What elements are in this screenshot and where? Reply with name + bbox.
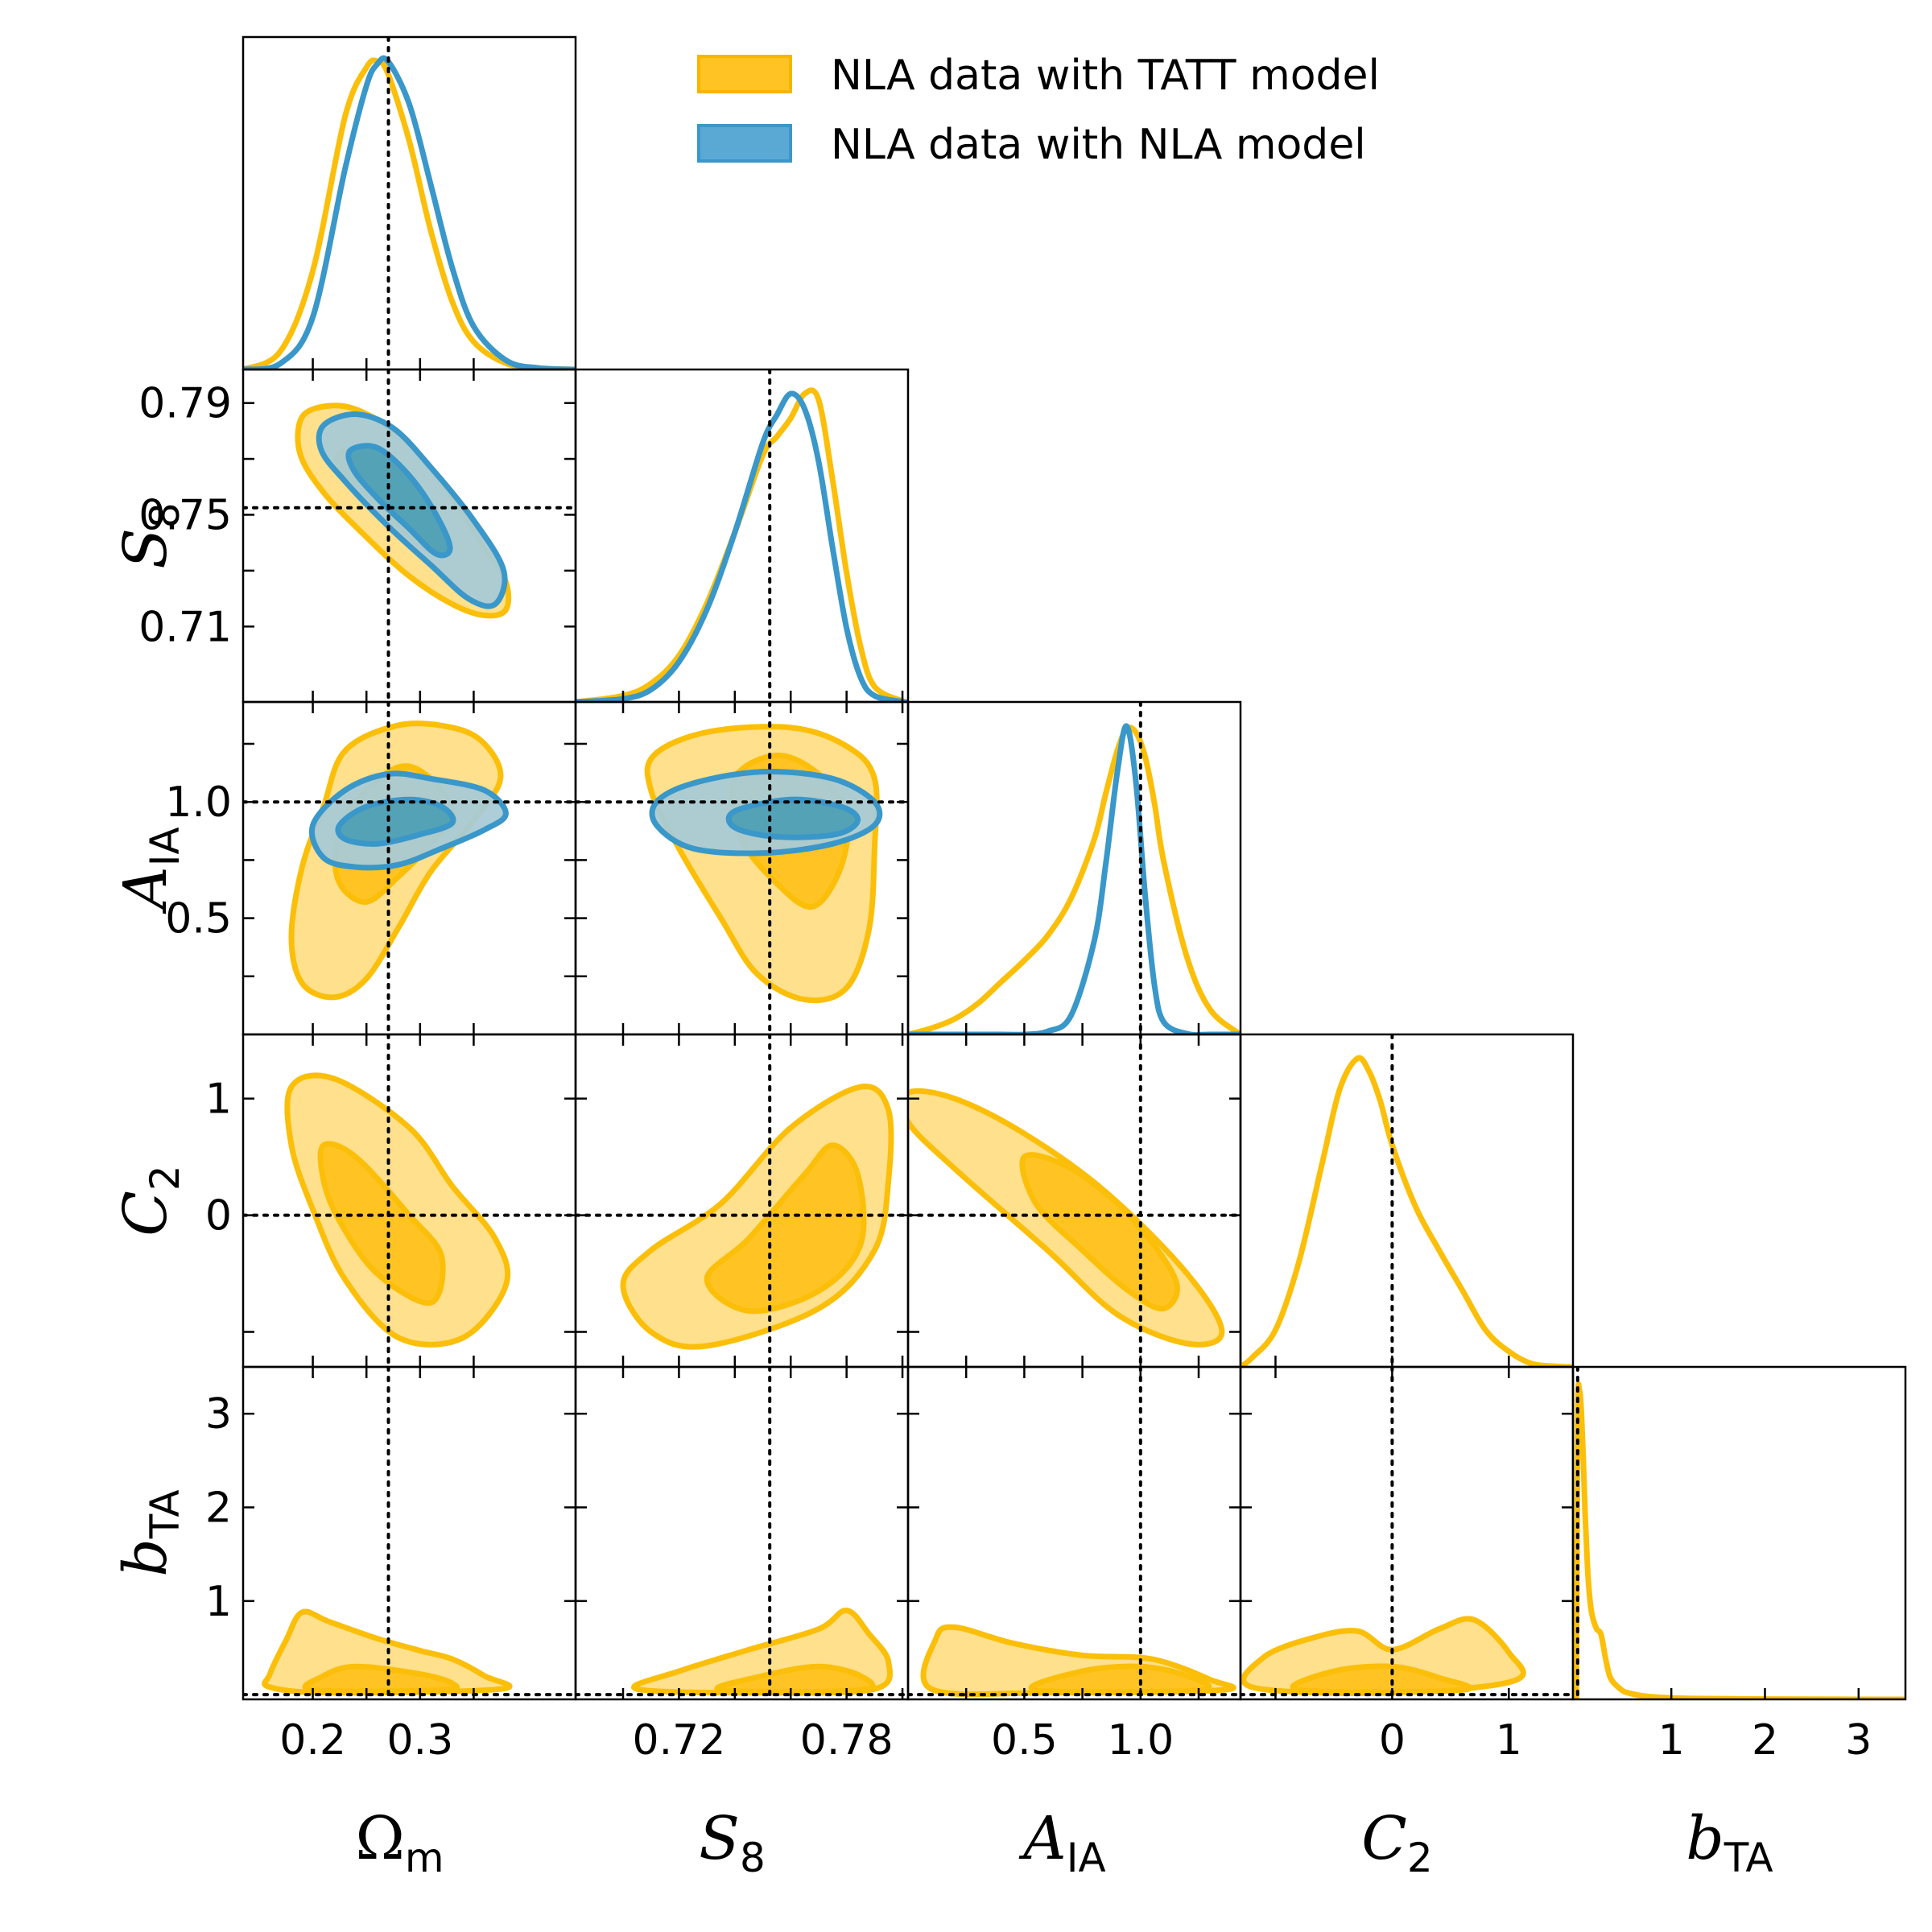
x-axis-label-c2: C2 (1361, 1804, 1432, 1881)
contour-nla-68-om-aia (335, 796, 456, 847)
y-tick-label-c2: 1 (205, 1075, 232, 1124)
panel-c2 (1239, 1033, 1575, 1378)
panel-frame (1571, 1365, 1907, 1701)
legend-swatch-tatt (697, 55, 792, 93)
x-axis-label-aia: AIA (1018, 1804, 1105, 1881)
panel-c2-bta (1239, 1365, 1575, 1701)
y-axis-label-s8: S8 (111, 502, 188, 569)
legend: NLA data with TATT model NLA data with N… (697, 52, 1380, 169)
x-axis-label-s8: S8 (699, 1804, 766, 1881)
contour-tatt-68-om-c2 (317, 1141, 446, 1307)
y-tick-label-bta: 1 (205, 1578, 232, 1626)
panel-aia-bta (906, 1365, 1242, 1701)
marginal-tatt-s8 (576, 387, 908, 702)
panel-frame (242, 35, 577, 371)
contour-tatt-68-s8-bta (714, 1663, 876, 1695)
y-tick-label-aia: 1.0 (165, 778, 232, 827)
x-tick-label-aia: 0.5 (991, 1716, 1058, 1765)
y-axis-label-c2: C2 (111, 1165, 188, 1236)
y-tick-label-aia: 0.5 (165, 895, 232, 943)
panel-om-s8 (242, 368, 577, 713)
x-tick-label-s8: 0.72 (633, 1716, 726, 1765)
contour-tatt-68-c2-bta (1290, 1663, 1473, 1695)
contour-tatt-68-om-bta (302, 1663, 460, 1695)
panel-s8-aia (574, 700, 910, 1046)
legend-label-nla: NLA data with NLA model (831, 121, 1366, 169)
y-axis-label-aia: AIA (111, 827, 188, 914)
panel-frame (906, 700, 1242, 1036)
contour-nla-68-om-s8 (345, 443, 453, 559)
y-tick-label-s8: 0.71 (138, 603, 232, 651)
x-tick-label-c2: 0 (1379, 1716, 1406, 1765)
y-tick-label-s8: 0.79 (138, 380, 232, 428)
y-tick-label-bta: 2 (205, 1484, 232, 1533)
panel-s8-bta (574, 1365, 910, 1701)
panel-s8 (574, 368, 910, 713)
contour-nla-68-s8-aia (725, 796, 861, 840)
panel-frame (1239, 1033, 1575, 1368)
x-tick-label-bta: 3 (1845, 1716, 1872, 1765)
x-tick-label-om: 0.3 (386, 1716, 453, 1765)
panel-bta (1571, 1365, 1907, 1701)
x-tick-label-bta: 1 (1658, 1716, 1685, 1765)
panel-aia-c2 (906, 1033, 1242, 1378)
y-tick-label-c2: 0 (205, 1192, 232, 1241)
marginal-tatt-om (243, 57, 576, 369)
legend-swatch-nla (697, 124, 792, 163)
x-tick-label-s8: 0.78 (800, 1716, 894, 1765)
contour-tatt-68-aia-c2 (1019, 1152, 1180, 1312)
x-tick-label-om: 0.2 (279, 1716, 346, 1765)
marginal-tatt-bta (1573, 1381, 1905, 1699)
panel-frame (574, 368, 910, 704)
x-axis-label-om: Ωm (355, 1804, 444, 1881)
panel-om-bta (242, 1365, 577, 1701)
x-tick-label-aia: 1.0 (1107, 1716, 1174, 1765)
panel-s8-c2 (574, 1033, 910, 1378)
panel-aia (906, 700, 1242, 1046)
panel-om-c2 (242, 1033, 577, 1378)
marginal-nla-om (243, 55, 576, 369)
x-tick-label-c2: 1 (1496, 1716, 1522, 1765)
y-tick-label-bta: 3 (205, 1390, 232, 1439)
marginal-nla-aia (908, 723, 1241, 1034)
marginal-tatt-aia (908, 724, 1241, 1034)
marginal-tatt-c2 (1241, 1055, 1573, 1367)
x-axis-label-bta: bTA (1686, 1804, 1773, 1881)
y-axis-label-bta: bTA (111, 1489, 188, 1576)
x-tick-label-bta: 2 (1752, 1716, 1778, 1765)
panel-om-aia (242, 700, 577, 1046)
marginal-nla-s8 (576, 390, 908, 702)
y-tick-label-s8: 0.75 (138, 491, 232, 539)
legend-label-tatt: NLA data with TATT model (831, 52, 1380, 100)
panel-om (242, 35, 577, 381)
